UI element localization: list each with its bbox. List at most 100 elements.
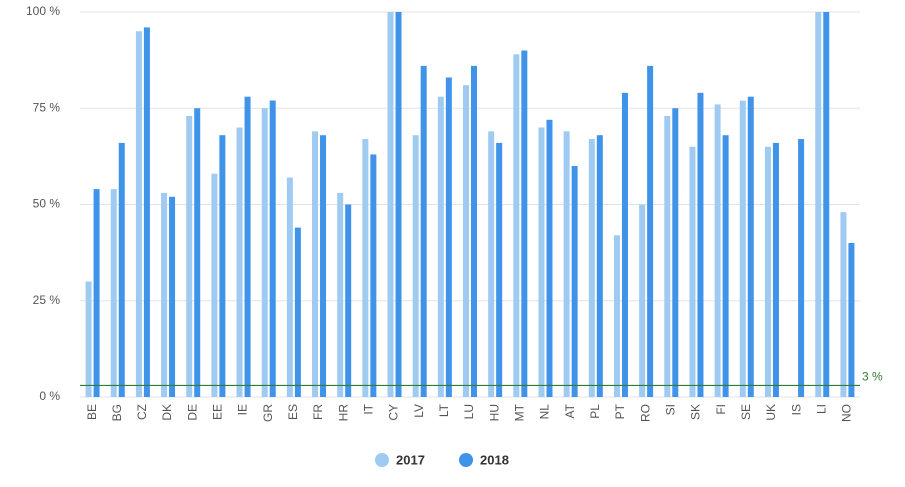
- bar: [186, 115, 193, 397]
- bar: [513, 54, 520, 397]
- x-tick-label: BG: [110, 404, 124, 421]
- x-tick-label: AT: [563, 403, 577, 418]
- bar: [110, 189, 117, 397]
- x-tick-label: CY: [387, 404, 401, 421]
- bar: [739, 100, 746, 398]
- x-tick-label: PT: [613, 403, 627, 419]
- bar: [370, 154, 377, 397]
- bar: [815, 12, 822, 397]
- x-tick-label: LI: [814, 404, 828, 414]
- x-tick-label: FI: [714, 404, 728, 415]
- x-tick-label: RO: [638, 404, 652, 422]
- bar: [294, 227, 301, 397]
- bar: [286, 177, 293, 397]
- y-tick-label: 75 %: [33, 100, 61, 114]
- bar: [747, 96, 754, 397]
- bar: [169, 196, 176, 397]
- y-tick-label: 25 %: [33, 293, 61, 307]
- x-tick-label: LT: [437, 403, 451, 417]
- legend-marker: [459, 453, 473, 467]
- bar: [848, 243, 855, 397]
- x-tick-label: UK: [764, 404, 778, 421]
- bar: [312, 131, 319, 397]
- x-tick-label: MT: [512, 403, 526, 421]
- x-tick-label: IS: [789, 404, 803, 415]
- x-tick-label: HU: [487, 404, 501, 421]
- bar: [194, 108, 201, 397]
- bar: [85, 281, 92, 397]
- bar: [261, 108, 268, 397]
- y-tick-label: 50 %: [33, 197, 61, 211]
- x-tick-label: CZ: [135, 404, 149, 420]
- bar: [697, 92, 704, 397]
- y-tick-label: 100 %: [26, 4, 60, 18]
- bar: [621, 92, 628, 397]
- x-tick-label: SE: [739, 404, 753, 420]
- bar: [362, 139, 369, 398]
- x-tick-label: FR: [311, 404, 325, 420]
- bar: [538, 127, 545, 397]
- bar: [337, 192, 344, 397]
- bar: [412, 135, 419, 397]
- x-tick-label: IE: [236, 404, 250, 415]
- bar: [588, 139, 595, 398]
- bar: [823, 12, 830, 397]
- bar: [647, 65, 654, 398]
- x-tick-label: EE: [211, 404, 225, 420]
- x-tick-label: SI: [663, 404, 677, 415]
- bar: [639, 204, 646, 397]
- bar: [143, 27, 150, 398]
- bar: [118, 142, 125, 397]
- bar: [345, 204, 352, 397]
- x-tick-label: IT: [362, 403, 376, 414]
- bar: [236, 127, 243, 397]
- x-tick-label: LU: [462, 404, 476, 419]
- bar: [471, 65, 477, 398]
- bar: [714, 104, 721, 398]
- bar: [161, 192, 168, 397]
- bar: [437, 96, 444, 397]
- bar: [546, 119, 553, 398]
- x-tick-label: ES: [286, 404, 300, 420]
- bar: [521, 50, 528, 397]
- legend-marker: [375, 453, 389, 467]
- bar: [244, 96, 251, 397]
- bar: [689, 146, 696, 397]
- bar: [563, 131, 570, 397]
- x-tick-label: DE: [185, 404, 199, 421]
- x-tick-label: HR: [336, 404, 350, 422]
- x-tick-label: NO: [840, 404, 854, 422]
- target-label: 3 %: [862, 370, 883, 384]
- bar: [772, 142, 779, 397]
- bar: [488, 131, 495, 397]
- x-tick-label: DK: [160, 404, 174, 421]
- bar: [445, 77, 452, 397]
- bar: [135, 31, 142, 397]
- bar: [664, 115, 671, 397]
- bar: [269, 100, 276, 398]
- x-tick-label: NL: [538, 404, 552, 420]
- bar: [840, 212, 847, 397]
- bar: [722, 135, 729, 397]
- bar: [672, 108, 679, 397]
- legend-label: 2018: [480, 452, 509, 467]
- bar: [211, 173, 218, 397]
- bar: [463, 85, 469, 398]
- x-tick-label: PL: [588, 404, 602, 419]
- x-tick-label: LV: [412, 404, 426, 418]
- bar: [571, 166, 578, 397]
- bar: [596, 135, 603, 397]
- x-tick-label: GR: [261, 404, 275, 422]
- bar: [420, 65, 427, 398]
- bar: [613, 235, 620, 397]
- bar: [496, 142, 503, 397]
- bar: [93, 189, 100, 397]
- bar: [219, 135, 226, 397]
- x-tick-label: BE: [85, 404, 99, 420]
- bar: [764, 146, 771, 397]
- x-tick-label: SK: [689, 404, 703, 420]
- legend-label: 2017: [396, 452, 425, 467]
- bar: [395, 12, 402, 397]
- bar: [320, 135, 327, 397]
